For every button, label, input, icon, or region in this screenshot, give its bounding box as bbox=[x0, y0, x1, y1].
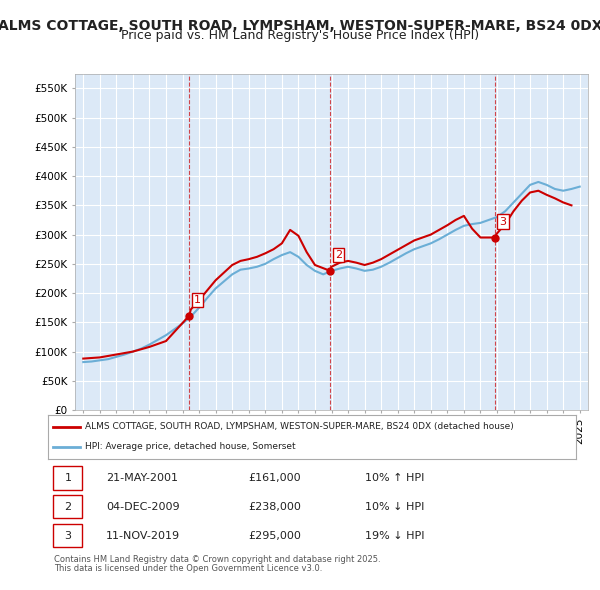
Text: 3: 3 bbox=[65, 530, 71, 540]
Text: £238,000: £238,000 bbox=[248, 502, 302, 512]
Text: 1: 1 bbox=[194, 295, 201, 305]
Text: Price paid vs. HM Land Registry's House Price Index (HPI): Price paid vs. HM Land Registry's House … bbox=[121, 30, 479, 42]
FancyBboxPatch shape bbox=[53, 495, 82, 519]
Text: 11-NOV-2019: 11-NOV-2019 bbox=[106, 530, 180, 540]
Text: 21-MAY-2001: 21-MAY-2001 bbox=[106, 473, 178, 483]
Text: 1: 1 bbox=[65, 473, 71, 483]
Text: Contains HM Land Registry data © Crown copyright and database right 2025.: Contains HM Land Registry data © Crown c… bbox=[54, 555, 380, 563]
FancyBboxPatch shape bbox=[53, 524, 82, 547]
Text: 2: 2 bbox=[65, 502, 71, 512]
Text: 04-DEC-2009: 04-DEC-2009 bbox=[106, 502, 180, 512]
Text: ALMS COTTAGE, SOUTH ROAD, LYMPSHAM, WESTON-SUPER-MARE, BS24 0DX (detached house): ALMS COTTAGE, SOUTH ROAD, LYMPSHAM, WEST… bbox=[85, 422, 514, 431]
Text: HPI: Average price, detached house, Somerset: HPI: Average price, detached house, Some… bbox=[85, 442, 296, 451]
Text: 3: 3 bbox=[500, 217, 506, 227]
Text: £161,000: £161,000 bbox=[248, 473, 301, 483]
Text: 10% ↑ HPI: 10% ↑ HPI bbox=[365, 473, 424, 483]
Text: 10% ↓ HPI: 10% ↓ HPI bbox=[365, 502, 424, 512]
Text: £295,000: £295,000 bbox=[248, 530, 302, 540]
Text: 2: 2 bbox=[335, 250, 342, 260]
Text: This data is licensed under the Open Government Licence v3.0.: This data is licensed under the Open Gov… bbox=[54, 564, 322, 573]
Text: ALMS COTTAGE, SOUTH ROAD, LYMPSHAM, WESTON-SUPER-MARE, BS24 0DX: ALMS COTTAGE, SOUTH ROAD, LYMPSHAM, WEST… bbox=[0, 19, 600, 33]
Text: 19% ↓ HPI: 19% ↓ HPI bbox=[365, 530, 424, 540]
FancyBboxPatch shape bbox=[53, 467, 82, 490]
